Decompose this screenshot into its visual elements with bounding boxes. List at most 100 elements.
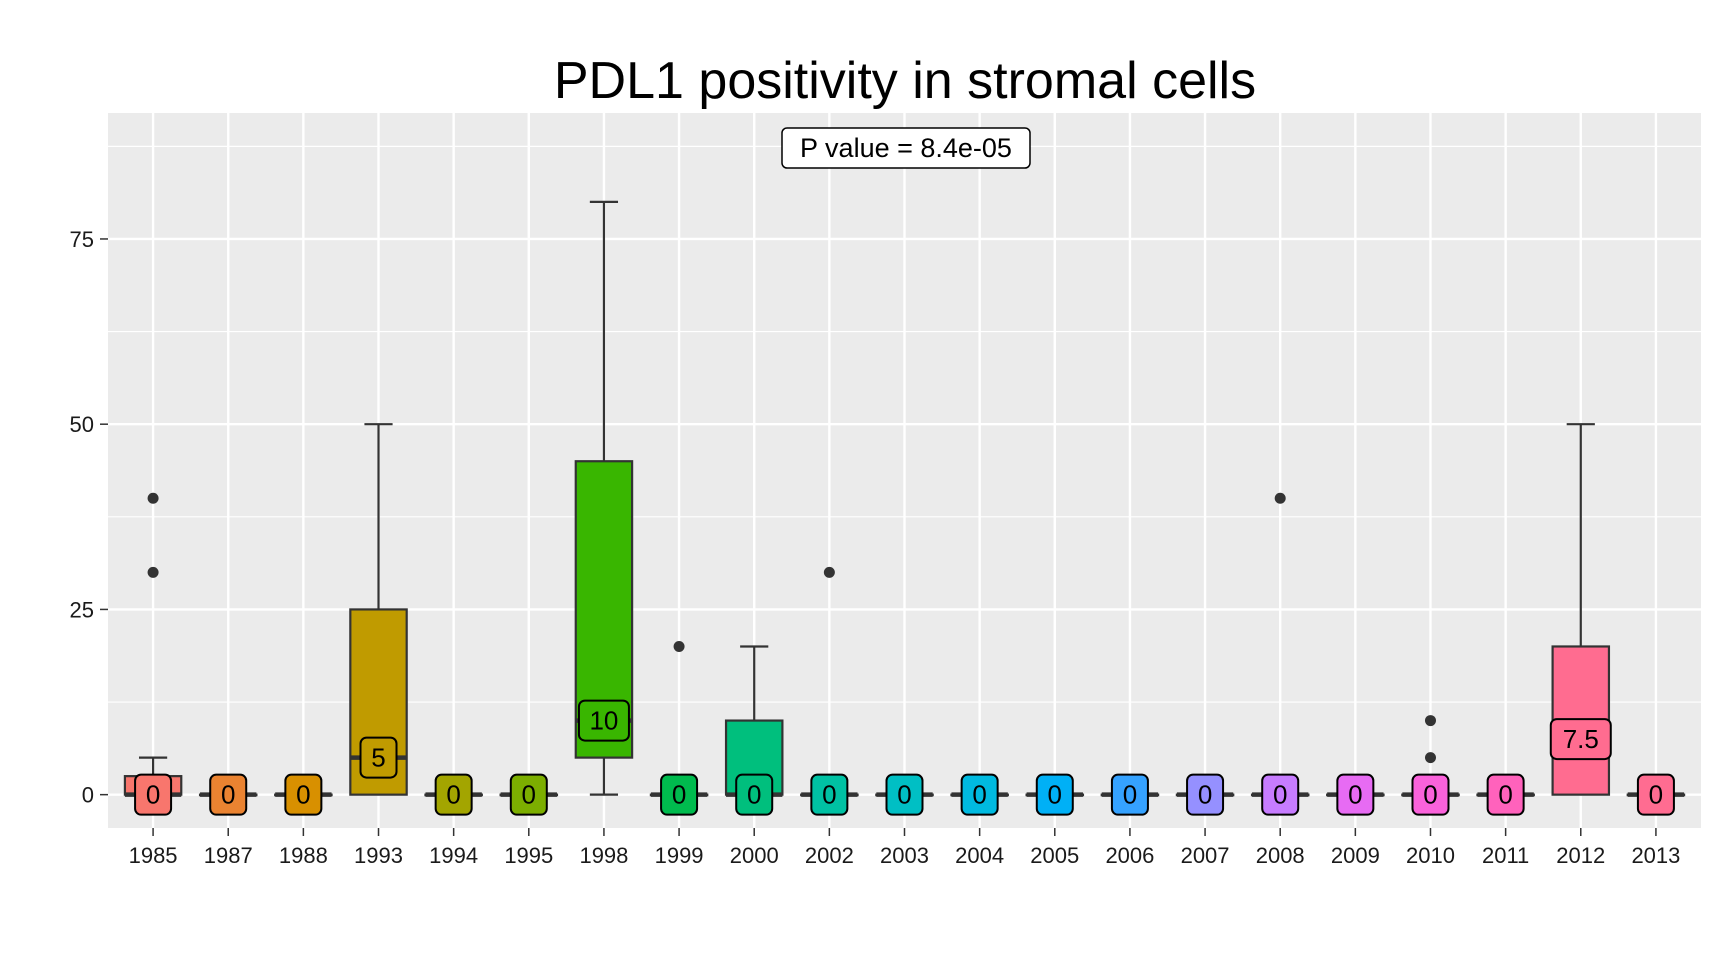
y-axis: 0 25 50 75 <box>70 227 108 808</box>
median-label-box <box>1486 773 1525 816</box>
box-series: 0 0 0 5 0 0 10 0 0 0 0 0 0 0 0 0 0 0 0 7.5 0 <box>123 200 1686 816</box>
median-label-box <box>359 736 398 779</box>
box-1999: 0 <box>649 640 709 816</box>
median-label-box <box>1336 773 1375 816</box>
box-1998: 10 <box>574 200 634 796</box>
outlier-point <box>1424 715 1436 727</box>
median-label-box <box>885 773 924 816</box>
outlier-point <box>1274 492 1286 504</box>
box-2013: 0 <box>1626 773 1686 816</box>
x-tick-label: 2006 <box>1105 843 1154 868</box>
x-tick-label: 1985 <box>129 843 178 868</box>
box-2000: 0 <box>724 645 784 816</box>
median-label-box <box>509 773 548 816</box>
outlier-point <box>147 566 159 578</box>
x-tick-label: 2000 <box>730 843 779 868</box>
median-label-box <box>1411 773 1450 816</box>
median-label-box <box>1035 773 1074 816</box>
median-label-box <box>1261 773 1300 816</box>
box-2002: 0 <box>800 566 859 816</box>
median-label: 7.5 <box>1563 724 1599 754</box>
box-2004: 0 <box>950 773 1009 816</box>
y-tick-label: 75 <box>70 227 94 252</box>
box-2005: 0 <box>1025 773 1085 816</box>
x-tick-label: 1993 <box>354 843 403 868</box>
median-label: 0 <box>1198 780 1212 810</box>
x-tick-label: 2005 <box>1030 843 1079 868</box>
box-1987: 0 <box>198 773 258 816</box>
box-2008: 0 <box>1250 492 1310 816</box>
median-label: 0 <box>522 780 536 810</box>
median-label: 10 <box>589 706 618 736</box>
outlier-point <box>147 492 159 504</box>
x-tick-label: 1987 <box>204 843 253 868</box>
box-1995: 0 <box>499 773 559 816</box>
x-tick-label: 2009 <box>1331 843 1380 868</box>
x-tick-label: 2008 <box>1256 843 1305 868</box>
median-label-box <box>735 773 774 816</box>
median-label-box <box>1186 773 1225 816</box>
x-tick-label: 2010 <box>1406 843 1455 868</box>
median-label-box <box>1549 718 1612 761</box>
box-2003: 0 <box>875 773 934 816</box>
median-label: 0 <box>221 780 235 810</box>
median-label: 0 <box>747 780 761 810</box>
x-tick-label: 2013 <box>1631 843 1680 868</box>
x-tick-label: 2007 <box>1181 843 1230 868</box>
median-label: 0 <box>1123 780 1137 810</box>
x-tick-label: 2003 <box>880 843 929 868</box>
median-label-box <box>660 773 699 816</box>
box-1985: 0 <box>123 492 183 816</box>
y-tick-label: 50 <box>70 412 94 437</box>
median-label: 0 <box>296 780 310 810</box>
median-label: 0 <box>446 780 460 810</box>
x-tick-label: 1994 <box>429 843 478 868</box>
median-label: 0 <box>1498 780 1512 810</box>
x-tick-label: 1999 <box>655 843 704 868</box>
box-1994: 0 <box>424 773 483 816</box>
median-label: 0 <box>1423 780 1437 810</box>
x-tick-label: 2011 <box>1482 843 1529 868</box>
median-label: 0 <box>822 780 836 810</box>
median-label-box <box>1110 773 1149 816</box>
box-1988: 0 <box>274 773 333 816</box>
box-2012: 7.5 <box>1549 423 1612 796</box>
x-tick-label: 2004 <box>955 843 1004 868</box>
median-label-box <box>134 773 173 816</box>
x-tick-label: 1998 <box>579 843 628 868</box>
box-2009: 0 <box>1326 773 1385 816</box>
y-tick-label: 25 <box>70 597 94 622</box>
median-label-box <box>960 773 999 816</box>
x-tick-label: 1988 <box>279 843 328 868</box>
outlier-point <box>1424 752 1436 764</box>
median-label-box <box>434 773 473 816</box>
box-2010: 0 <box>1401 715 1460 816</box>
x-tick-label: 1995 <box>504 843 553 868</box>
outlier-point <box>823 566 835 578</box>
p-value-label: P value = 8.4e-05 <box>800 133 1012 163</box>
median-label: 0 <box>1273 780 1287 810</box>
y-tick-label: 0 <box>82 783 94 808</box>
x-tick-label: 2002 <box>805 843 854 868</box>
p-value-box <box>781 127 1031 169</box>
outlier-point <box>673 640 685 652</box>
median-label-box <box>1636 773 1675 816</box>
median-label: 5 <box>371 743 385 773</box>
median-label-box <box>209 773 248 816</box>
box-2006: 0 <box>1100 773 1160 816</box>
median-label: 0 <box>1348 780 1362 810</box>
p-value-annotation: P value = 8.4e-05 <box>781 127 1031 169</box>
median-label-box <box>577 699 630 742</box>
median-label: 0 <box>972 780 986 810</box>
median-label: 0 <box>146 780 160 810</box>
x-axis: 1985 1987 1988 1993 1994 1995 1998 1999 2000 2002… <box>129 828 1680 868</box>
median-label: 0 <box>897 780 911 810</box>
median-label-box <box>810 773 849 816</box>
chart-title: PDL1 positivity in stromal cells <box>554 52 1256 110</box>
box-1993: 5 <box>349 423 408 796</box>
box-2011: 0 <box>1476 773 1535 816</box>
box-2007: 0 <box>1175 773 1235 816</box>
x-tick-label: 2012 <box>1556 843 1605 868</box>
median-label: 0 <box>1649 780 1663 810</box>
